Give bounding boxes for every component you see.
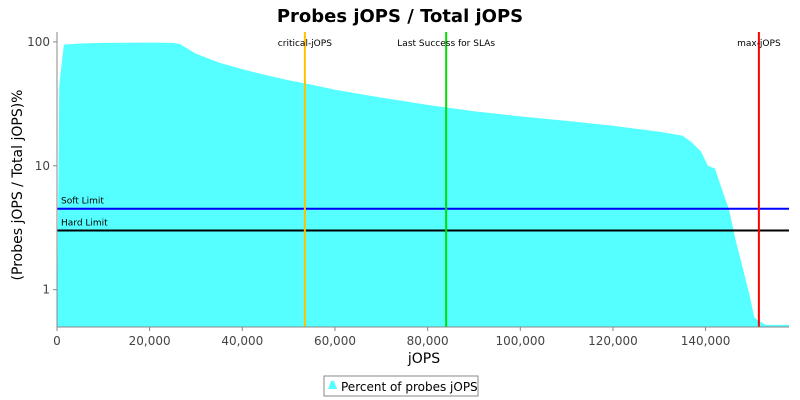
- legend-entry: Percent of probes jOPS: [341, 380, 478, 394]
- y-tick-label-2: 100: [27, 35, 50, 49]
- x-tick-label-4: 80,000: [407, 334, 449, 348]
- x-tick-label-0: 0: [53, 334, 61, 348]
- x-tick-label-1: 20,000: [129, 334, 171, 348]
- vertical-marker-label-0: critical-jOPS: [278, 39, 332, 49]
- x-tick-label-2: 40,000: [221, 334, 263, 348]
- horizontal-marker-label-0: Soft Limit: [61, 197, 104, 207]
- x-tick-label-6: 120,000: [588, 334, 638, 348]
- vertical-marker-label-1: Last Success for SLAs: [397, 39, 495, 49]
- chart-title: Probes jOPS / Total jOPS: [277, 6, 523, 27]
- series-area-0: [57, 42, 789, 327]
- horizontal-marker-label-1: Hard Limit: [61, 219, 108, 229]
- marker-lines: Soft Limit Hard Limit critical-jOPS Last Su…: [57, 32, 789, 327]
- legend-swatch: [328, 381, 337, 389]
- x-tick-label-7: 140,000: [681, 334, 731, 348]
- y-tick-label-1: 10: [35, 159, 50, 173]
- legend: Percent of probes jOPS: [323, 375, 479, 397]
- x-axis-label: jOPS: [407, 351, 440, 367]
- vertical-marker-label-2: max-jOPS: [737, 39, 781, 49]
- axes: 0 20,000 40,000 60,000 80,000 100,000 120,000 1…: [27, 32, 789, 348]
- plot-area: [57, 42, 789, 327]
- y-axis-label: (Probes jOPS / Total jOPS)%: [10, 90, 26, 281]
- x-tick-label-3: 60,000: [314, 334, 356, 348]
- legend-box: [323, 375, 479, 397]
- x-tick-label-5: 100,000: [495, 334, 545, 348]
- y-tick-label-0: 1: [42, 283, 50, 297]
